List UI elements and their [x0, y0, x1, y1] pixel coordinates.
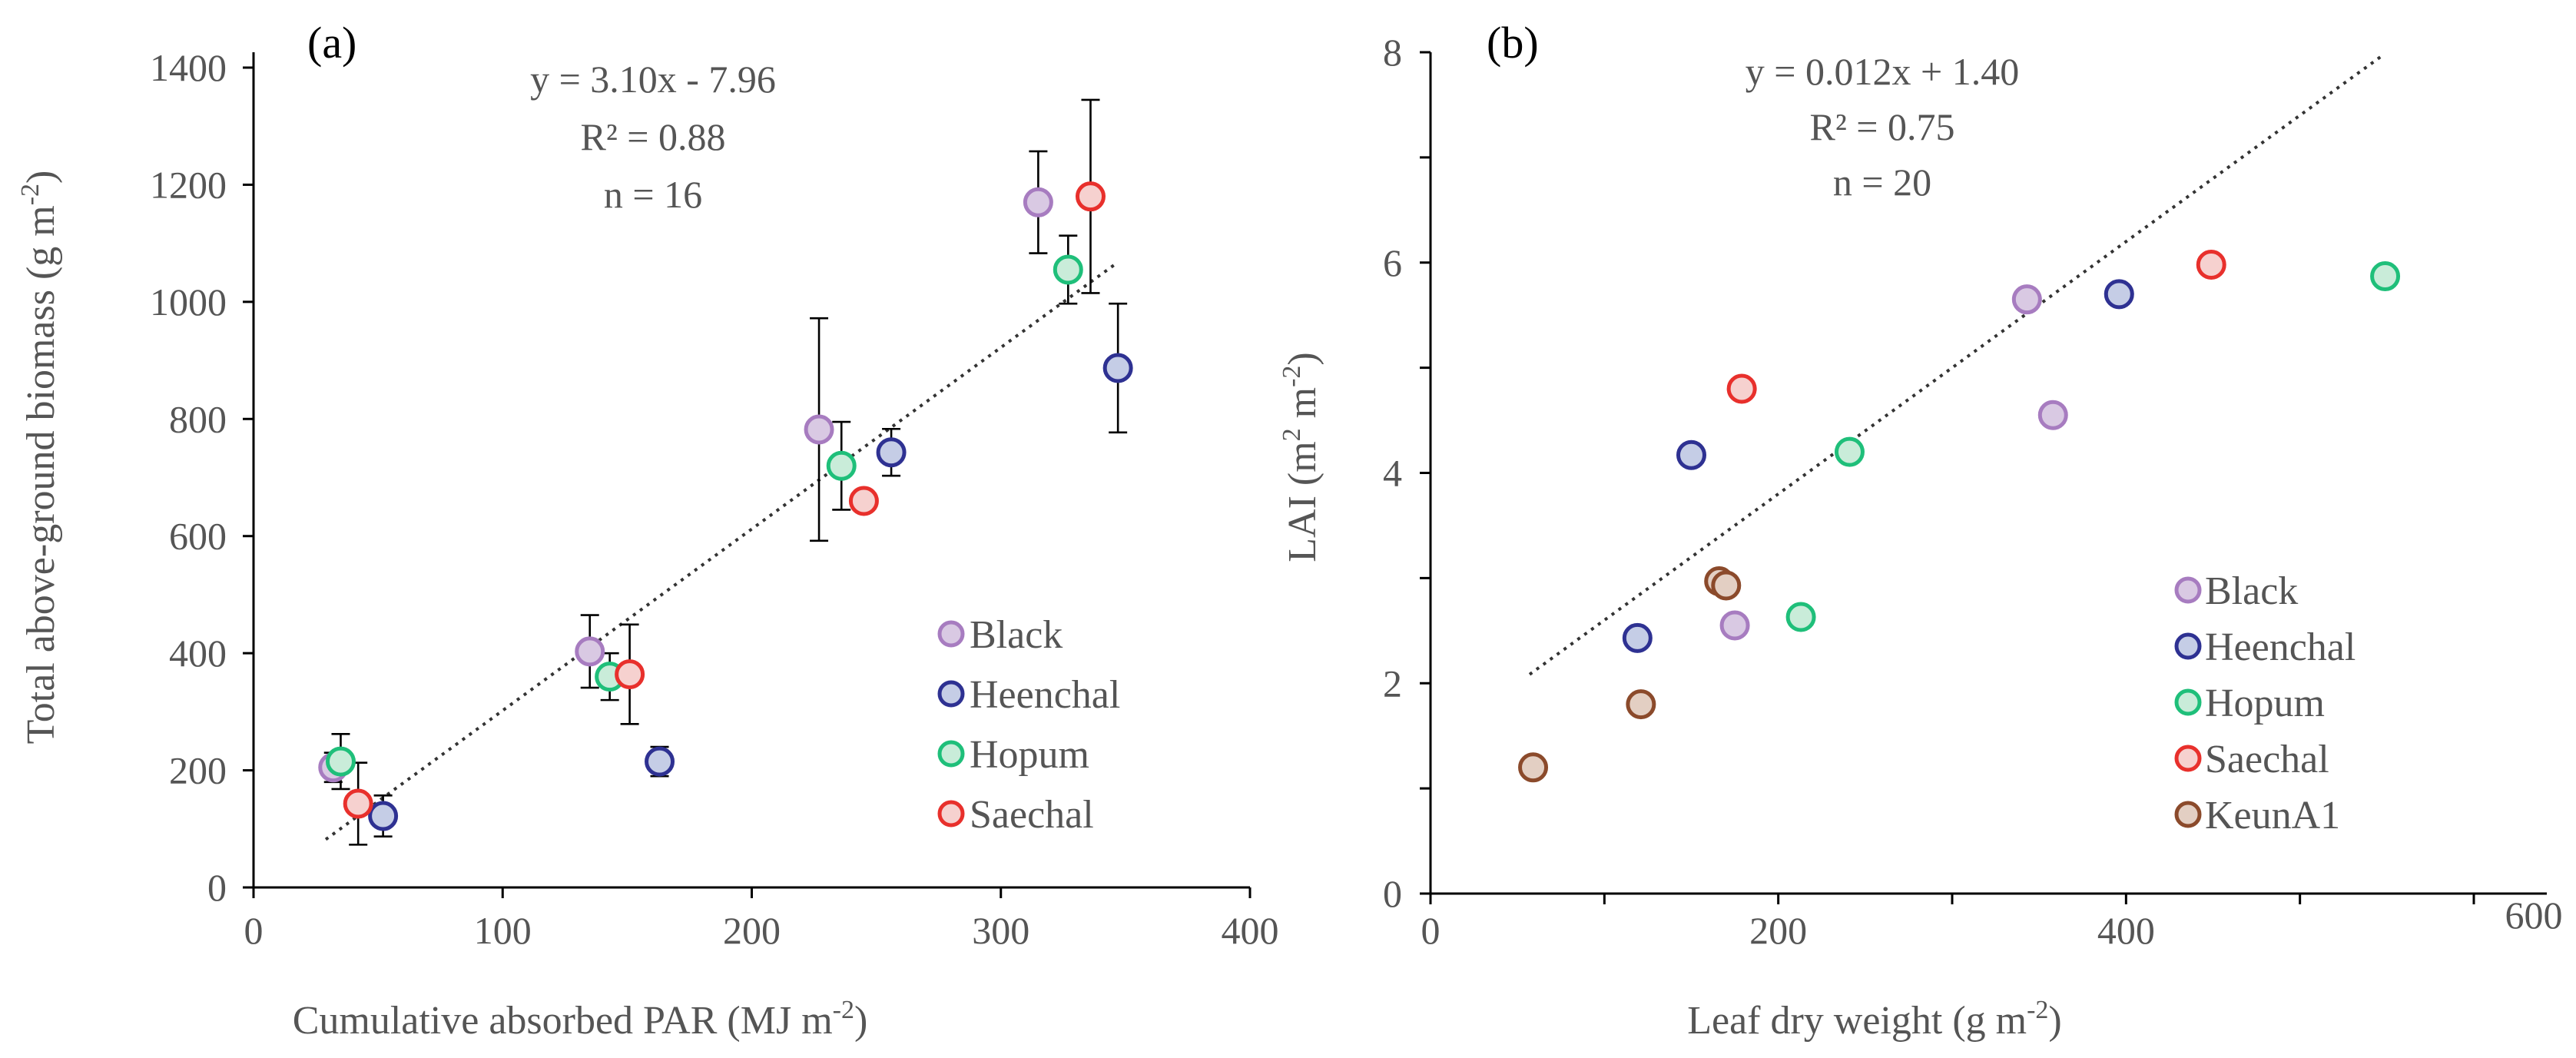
chart-b-r2: R² = 0.75	[1809, 105, 1954, 148]
chart-a-point-saechal	[615, 659, 645, 690]
chart-a-y-tick-label: 600	[169, 515, 227, 558]
chart-b-point-keuna1	[1626, 689, 1656, 720]
chart-b-equation: y = 0.012x + 1.40	[1746, 50, 2019, 93]
chart-a-y-tick-label: 800	[169, 397, 227, 440]
chart-a-trendline	[324, 260, 1119, 841]
chart-b-point-heenchal	[1622, 622, 1653, 653]
chart-a-y-tick-label: 1000	[150, 280, 227, 323]
chart-b-legend: Black Heenchal Hopum Saechal KeunA1	[2174, 569, 2356, 837]
chart-a-point-saechal	[343, 788, 373, 819]
chart-a-n: n = 16	[604, 173, 702, 216]
chart-b-x-tick-label: 400	[2097, 909, 2155, 952]
chart-b-legend-label-keuna1: KeunA1	[2205, 794, 2340, 837]
chart-a-y-tick-label: 400	[169, 632, 227, 675]
chart-a-x-axis-label: Cumulative absorbed PAR (MJ m-2)	[293, 996, 868, 1043]
chart-b-n: n = 20	[1833, 161, 1931, 204]
chart-b-legend-marker-heenchal	[2174, 632, 2202, 660]
chart-b-trendline-group	[1528, 55, 2383, 676]
chart-b-y-tick-label: 2	[1383, 662, 1402, 705]
chart-a-legend-marker-saechal	[937, 800, 965, 827]
chart-a-x-tick-label: 300	[972, 909, 1029, 952]
chart-b-point-keuna1	[1518, 752, 1549, 783]
chart-a-points	[318, 181, 1133, 831]
chart-b-points	[1518, 249, 2401, 783]
chart-a-legend: Black Heenchal Hopum Saechal	[937, 613, 1120, 837]
chart-a-x-tick-label: 100	[474, 909, 532, 952]
chart-a-point-black	[1023, 187, 1053, 217]
chart-a-legend-label-hopum: Hopum	[970, 733, 1089, 777]
chart-a-equation: y = 3.10x - 7.96	[530, 58, 776, 101]
chart-b-legend-marker-hopum	[2174, 688, 2202, 716]
chart-b-x-tick-label: 600	[2505, 894, 2563, 937]
chart-a-y-tick-label: 200	[169, 749, 227, 792]
chart-a-point-heenchal	[876, 437, 907, 468]
chart-b-y-tick-label: 4	[1383, 452, 1402, 495]
chart-b-legend-marker-black	[2174, 576, 2202, 604]
chart-a-legend-marker-black	[937, 620, 965, 648]
chart-a-y-axis-label: Total above-ground biomass (g m-2)	[16, 171, 63, 745]
chart-b-point-saechal	[1726, 373, 1757, 404]
chart-a-legend-marker-heenchal	[937, 680, 965, 708]
chart-a-point-heenchal	[368, 801, 399, 831]
chart-a-legend-label-saechal: Saechal	[970, 793, 1094, 837]
chart-b-legend-marker-saechal	[2174, 745, 2202, 772]
chart-b-point-heenchal	[2104, 279, 2134, 310]
chart-a-y-tick-label: 0	[207, 866, 227, 909]
chart-b-legend-label-black: Black	[2205, 569, 2298, 613]
chart-a-point-heenchal	[645, 746, 675, 777]
chart-a-point-saechal	[1075, 181, 1106, 212]
chart-b-legend-label-hopum: Hopum	[2205, 682, 2325, 725]
chart-a-trendline-group	[324, 260, 1119, 841]
chart-a-point-hopum	[826, 450, 857, 481]
chart-a-x-tick-label: 0	[244, 909, 264, 952]
chart-a-legend-label-black: Black	[970, 613, 1063, 657]
chart-b-point-hopum	[2370, 261, 2401, 292]
chart-a-point-hopum	[1053, 254, 1083, 285]
chart-a-point-saechal	[848, 486, 879, 516]
chart-b-y-tick-label: 6	[1383, 241, 1402, 284]
chart-a-legend-marker-hopum	[937, 740, 965, 768]
chart-a-x-tick-label: 200	[723, 909, 781, 952]
chart-b-x-tick-label: 200	[1749, 909, 1807, 952]
chart-b: (b) y = 0.012x + 1.40 R² = 0.75 n = 20 L…	[1278, 18, 2563, 1043]
chart-b-point-hopum	[1834, 436, 1865, 467]
chart-b-legend-label-saechal: Saechal	[2205, 738, 2329, 781]
chart-b-legend-marker-keuna1	[2174, 801, 2202, 828]
chart-b-x-tick-label: 0	[1421, 909, 1441, 952]
chart-b-y-tick-label: 0	[1383, 872, 1402, 915]
chart-b-point-black	[2011, 284, 2042, 315]
chart-a: (a) y = 3.10x - 7.96 R² = 0.88 n = 16 Cu…	[16, 18, 1279, 1043]
chart-b-x-axis-label: Leaf dry weight (g m-2)	[1687, 996, 2062, 1043]
chart-b-point-black	[1719, 610, 1750, 641]
chart-b-panel-label: (b)	[1487, 18, 1539, 68]
chart-a-point-heenchal	[1102, 353, 1133, 383]
chart-a-y-tick-label: 1400	[150, 46, 227, 89]
chart-b-legend-label-heenchal: Heenchal	[2205, 625, 2356, 669]
chart-b-ticks: 0 200 400 600 0 2 4 6 8	[1383, 31, 2563, 952]
chart-b-y-axis-label: LAI (m2 m-2)	[1278, 352, 1324, 562]
chart-b-y-tick-label: 8	[1383, 31, 1402, 74]
chart-a-r2: R² = 0.88	[580, 115, 725, 158]
chart-a-ticks: 0 100 200 300 400 0 200 400 600 800 1000 1200 1400	[150, 46, 1279, 952]
chart-b-point-hopum	[1785, 602, 1816, 632]
chart-a-point-black	[804, 414, 834, 445]
chart-a-x-tick-label: 400	[1222, 909, 1279, 952]
chart-a-point-black	[575, 636, 605, 667]
chart-a-legend-label-heenchal: Heenchal	[970, 673, 1120, 717]
chart-a-panel-label: (a)	[307, 18, 356, 68]
chart-b-point-heenchal	[1676, 439, 1706, 470]
chart-a-point-hopum	[325, 746, 356, 777]
chart-b-point-saechal	[2196, 249, 2226, 280]
chart-b-point-keuna1	[1711, 570, 1742, 601]
chart-b-trendline	[1528, 55, 2383, 676]
chart-b-point-black	[2037, 400, 2068, 430]
chart-a-y-tick-label: 1200	[150, 163, 227, 206]
